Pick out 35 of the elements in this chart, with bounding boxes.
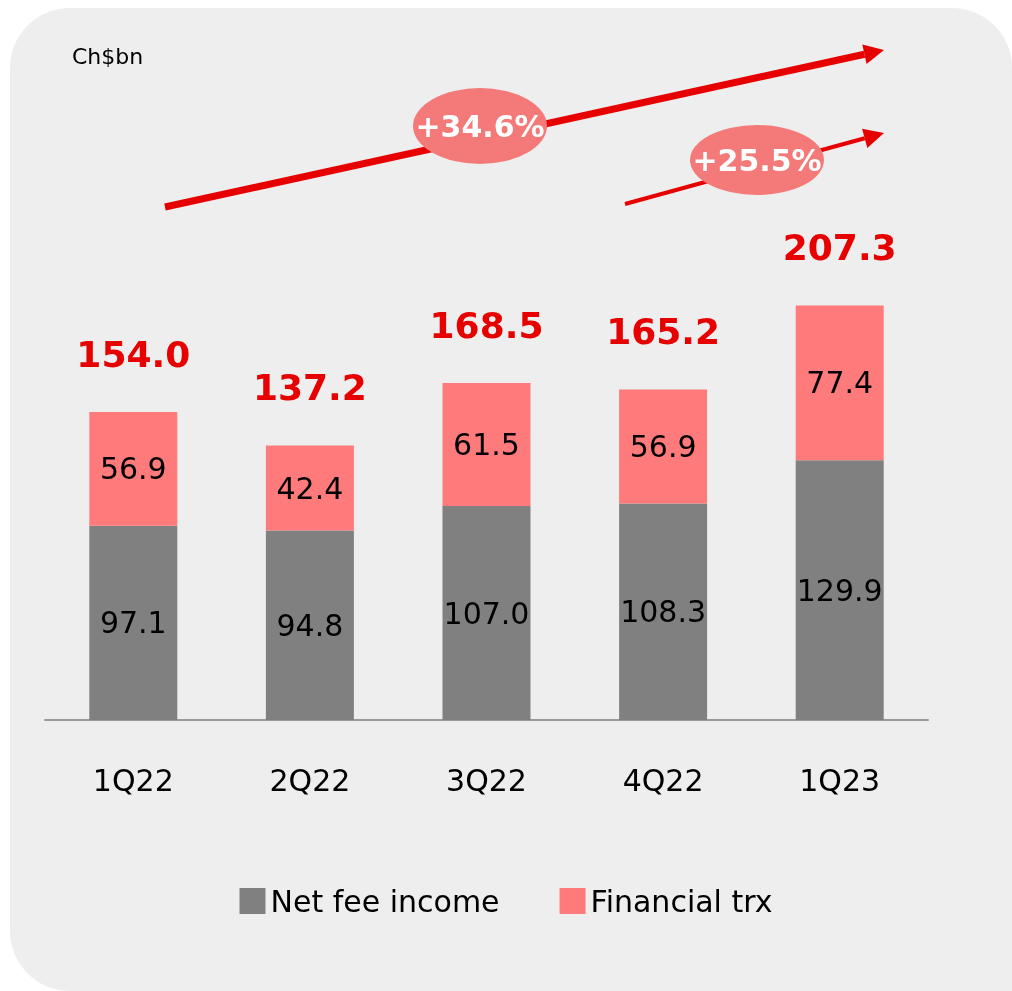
x-tick-label: 1Q22	[92, 762, 174, 798]
x-tick-label: 2Q22	[269, 762, 351, 798]
data-label: 108.3	[620, 594, 707, 630]
x-tick-label: 4Q22	[622, 762, 704, 798]
total-label: 168.5	[429, 304, 544, 346]
bar	[619, 389, 708, 504]
data-label: 97.1	[99, 605, 167, 641]
bar	[265, 530, 354, 720]
data-label: 56.9	[99, 451, 167, 487]
x-tick-label: 3Q22	[446, 762, 527, 798]
bar	[442, 383, 531, 506]
total-label: 207.3	[782, 226, 897, 268]
total-label: 165.2	[606, 311, 721, 353]
bar	[795, 460, 884, 720]
data-label: 107.0	[443, 595, 530, 631]
text: Ch$bn	[72, 44, 144, 69]
bar	[89, 525, 178, 720]
data-label: 42.4	[276, 470, 344, 506]
bar	[795, 305, 884, 461]
total-label: 154.0	[76, 333, 191, 375]
data-label: 61.5	[453, 427, 520, 462]
bar	[442, 506, 531, 720]
data-label: 94.8	[276, 607, 344, 643]
text: +25.5%	[690, 125, 824, 195]
legend-label: Net fee income	[270, 883, 500, 919]
text: +34.6%	[413, 88, 547, 164]
bar	[265, 445, 354, 531]
legend-label: Financial trx	[590, 883, 773, 919]
data-label: 77.4	[806, 365, 874, 401]
bar	[89, 412, 178, 526]
total-label: 137.2	[252, 367, 367, 409]
bar	[619, 503, 708, 720]
x-tick-label: 1Q23	[799, 762, 881, 798]
data-label: 129.9	[796, 572, 883, 608]
data-label: 56.9	[629, 429, 697, 464]
